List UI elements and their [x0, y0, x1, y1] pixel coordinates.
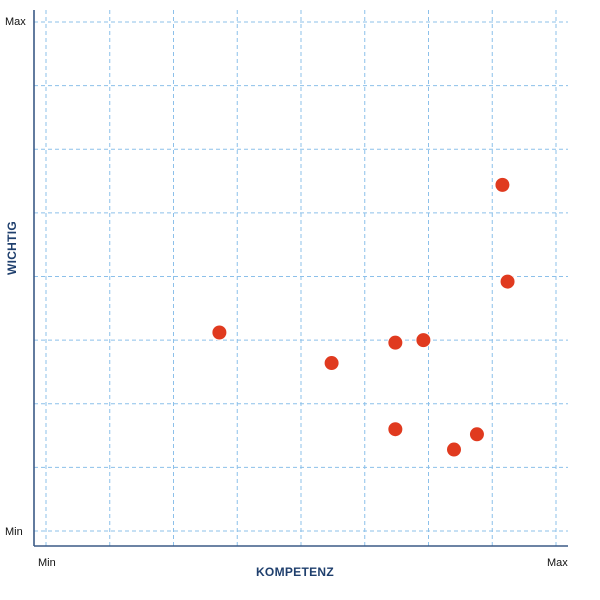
data-point: [499, 273, 516, 290]
x-tick-label-max: Max: [547, 557, 568, 569]
data-point: [387, 334, 404, 351]
y-axis-title: WICHTIG: [5, 221, 19, 275]
grid-lines: [34, 10, 568, 546]
data-points: [211, 176, 516, 458]
chart-axes: [33, 10, 568, 547]
data-point: [323, 355, 340, 372]
data-point: [446, 441, 462, 458]
x-axis-title: KOMPETENZ: [256, 565, 334, 579]
data-point: [468, 426, 485, 443]
data-point: [415, 332, 432, 349]
data-point: [211, 324, 228, 341]
y-tick-label-min: Min: [5, 526, 23, 538]
data-point: [387, 421, 404, 438]
y-tick-label-max: Max: [5, 16, 26, 28]
x-tick-label-min: Min: [38, 557, 56, 569]
data-point: [494, 176, 511, 193]
